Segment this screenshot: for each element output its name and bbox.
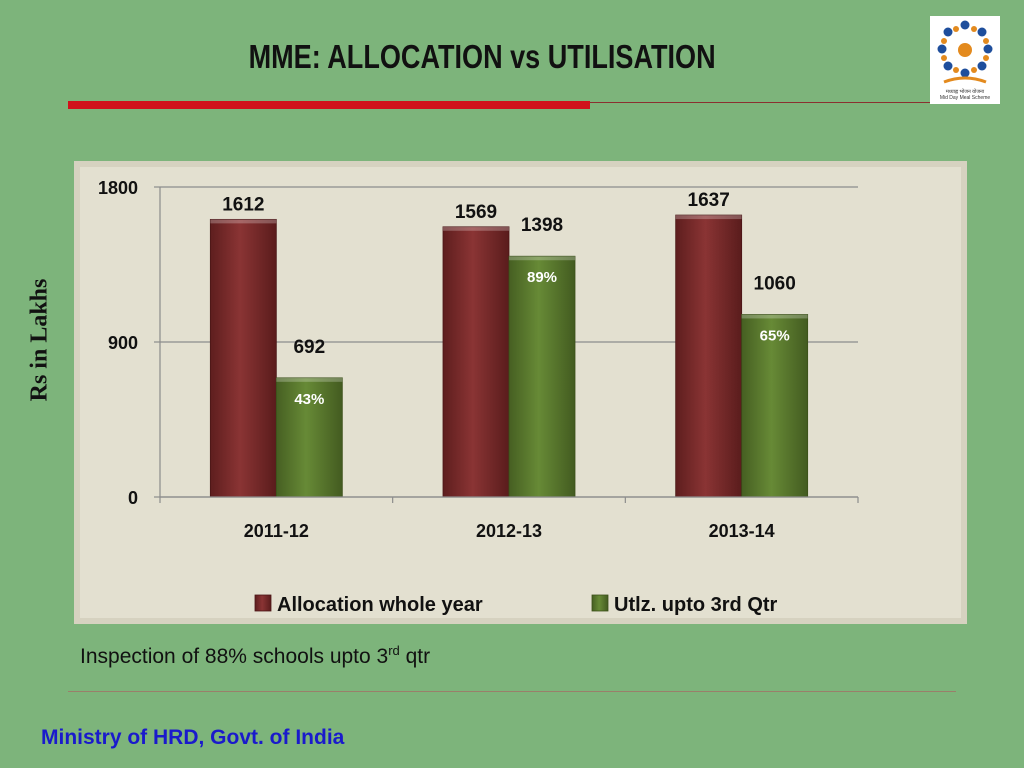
y-tick-label: 0: [128, 488, 138, 508]
data-label: 692: [293, 337, 325, 358]
bar-highlight: [210, 219, 277, 224]
y-tick-label: 900: [108, 333, 138, 353]
title-underline-thin: [590, 102, 930, 103]
percent-label: 65%: [760, 327, 790, 344]
percent-label: 89%: [527, 269, 557, 286]
slide-title: MME: ALLOCATION vs UTILISATION: [248, 38, 716, 75]
legend-swatch: [254, 594, 272, 612]
bar-utilisation: [275, 377, 343, 498]
legend-label: Allocation whole year: [277, 594, 483, 616]
data-label: 1398: [521, 215, 563, 236]
note-superscript: rd: [388, 643, 400, 658]
legend-swatch: [591, 594, 609, 612]
bar-allocation: [675, 214, 743, 498]
bar-utilisation: [741, 314, 809, 498]
logo-english-text: Mid Day Meal Scheme: [939, 95, 991, 101]
note-text: Inspection of 88% schools upto 3: [80, 645, 389, 668]
x-tick-label: 2013-14: [709, 521, 775, 541]
bar-highlight: [675, 215, 742, 220]
logo-hindi-text: मध्याह्न भोजन योजना: [945, 89, 985, 95]
percent-label: 43%: [294, 391, 324, 408]
bar-highlight: [741, 314, 808, 319]
data-label: 1569: [455, 202, 497, 223]
y-tick-label: 1800: [98, 178, 138, 198]
footer-ministry: Ministry of HRD, Govt. of India: [41, 726, 345, 749]
legend-label: Utlz. upto 3rd Qtr: [614, 594, 778, 616]
bar-allocation: [209, 218, 277, 498]
bar-highlight: [443, 226, 509, 231]
note-suffix: qtr: [399, 645, 431, 668]
footer-divider: [68, 691, 956, 692]
data-label: 1060: [754, 273, 796, 294]
data-label: 1612: [222, 194, 264, 215]
logo-emblem-icon: [937, 20, 993, 84]
mid-day-meal-logo: मध्याह्न भोजन योजना Mid Day Meal Scheme: [930, 16, 1000, 104]
bar-highlight: [509, 256, 575, 261]
x-tick-label: 2012-13: [476, 521, 542, 541]
bar-utilisation: [508, 255, 576, 498]
bar-highlight: [276, 377, 343, 382]
x-tick-label: 2011-12: [244, 521, 309, 541]
bar-allocation: [442, 226, 510, 498]
inspection-note: Inspection of 88% schools upto 3rd qtr: [80, 643, 430, 669]
data-label: 1637: [688, 190, 730, 211]
title-underline-red: [68, 101, 590, 109]
